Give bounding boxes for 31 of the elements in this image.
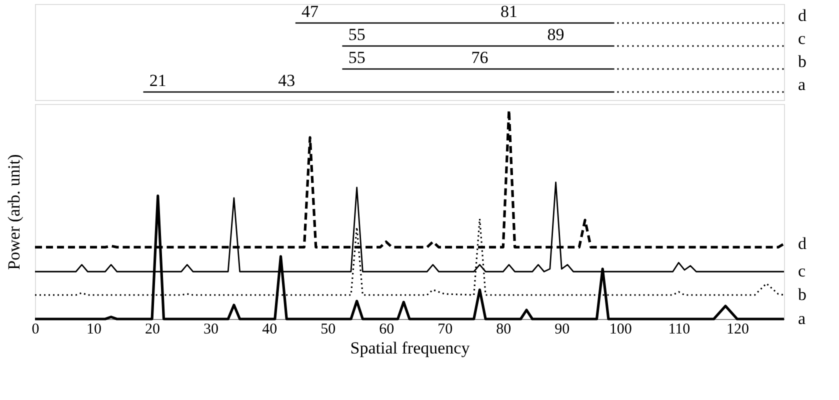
x-tick-label: 40 [262,322,278,338]
text: 43 [278,71,296,90]
x-tick-label: 30 [204,322,219,338]
text: 55 [348,48,366,67]
series-label: c [798,262,806,281]
series-label: b [798,284,806,304]
text: c [798,29,806,48]
text: 76 [471,48,488,67]
x-tick-label: 20 [145,322,160,338]
text: 21 [149,71,166,90]
x-tick-label: 80 [496,322,512,338]
series-label: a [798,309,806,328]
x-axis-title: Spatial frequency [350,338,470,358]
x-tick-label: 0 [32,322,40,338]
text: 47 [302,2,320,21]
x-tick-label: 50 [320,322,336,338]
x-tick-label: 70 [438,322,453,338]
text: 55 [348,25,366,44]
text: 81 [500,2,518,21]
text: 89 [547,25,564,44]
text: d [798,6,806,25]
series-label: d [798,234,807,253]
x-tick-label: 120 [726,322,749,338]
text: a [798,75,806,94]
x-tick-label: 10 [86,322,102,338]
y-axis-title: Power (arb. unit) [4,154,24,270]
x-tick-label: 100 [609,322,632,338]
text: b [798,52,806,71]
x-tick-label: 90 [554,322,570,338]
x-tick-label: 60 [379,322,394,338]
x-tick-label: 110 [668,322,690,338]
